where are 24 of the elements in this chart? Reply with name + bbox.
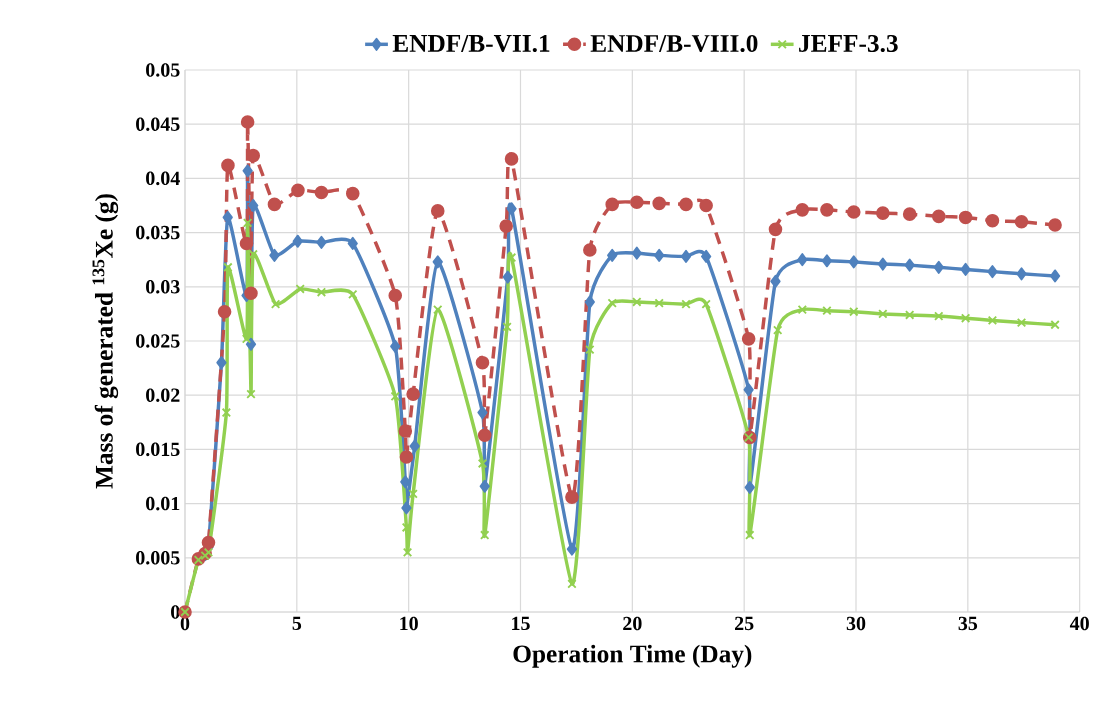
x-tick-label: 35 <box>958 616 978 631</box>
y-axis-title: Mass of generated $^{135}$Xe (g) <box>92 194 119 489</box>
y-tick-label: 0.05 <box>146 63 180 77</box>
y-tick-label: 0.01 <box>146 496 180 511</box>
y-tick-label: 0.03 <box>146 280 180 294</box>
x-tick-label: 15 <box>512 616 530 631</box>
x-tick-label: 30 <box>846 616 866 631</box>
legend-label: ENDF/B-VIII.0 <box>590 34 758 53</box>
legend-label: JEFF-3.3 <box>799 34 898 53</box>
y-tick-label: 0.015 <box>136 442 180 457</box>
x-tick-label: 10 <box>400 616 418 631</box>
y-tick-label: 0.035 <box>136 225 180 240</box>
x-tick-label: 20 <box>623 616 642 631</box>
y-tick-label: 0.04 <box>146 171 180 186</box>
x-tick-label: 5 <box>292 616 302 630</box>
y-tick-label: 0.02 <box>146 388 180 402</box>
x-tick-label: 25 <box>735 616 754 631</box>
x-axis-title: Operation Time (Day) <box>513 644 752 668</box>
legend-label: ENDF/B-VII.1 <box>392 34 550 53</box>
y-tick-label: 0.005 <box>136 551 180 565</box>
y-tick-label: 0.045 <box>136 117 180 132</box>
y-tick-label: 0 <box>171 605 180 619</box>
y-tick-label: 0.025 <box>136 334 180 348</box>
x-tick-label: 40 <box>1069 616 1089 631</box>
